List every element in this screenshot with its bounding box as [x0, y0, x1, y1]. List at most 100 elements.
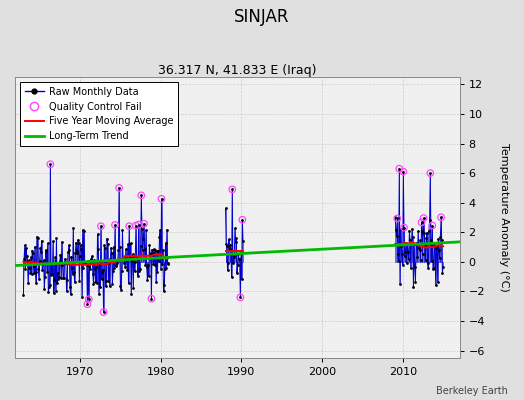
Point — [51, 254, 59, 261]
Point — [31, 269, 40, 275]
Point — [80, 228, 88, 234]
Point — [418, 228, 427, 234]
Point — [23, 258, 31, 264]
Point — [419, 215, 428, 221]
Point — [143, 277, 151, 284]
Point — [121, 260, 129, 266]
Point — [63, 277, 71, 284]
Point — [431, 282, 440, 288]
Point — [139, 236, 148, 242]
Point — [225, 236, 233, 243]
Point — [131, 258, 139, 265]
Point — [107, 250, 116, 256]
Point — [29, 263, 38, 269]
Point — [402, 240, 410, 246]
Point — [226, 242, 234, 248]
Point — [435, 254, 444, 261]
Point — [439, 264, 447, 270]
Point — [93, 231, 102, 237]
Point — [84, 296, 93, 302]
Point — [152, 248, 161, 254]
Point — [233, 262, 242, 268]
Point — [48, 260, 56, 267]
Point — [117, 287, 125, 293]
Point — [26, 269, 35, 276]
Point — [28, 247, 36, 254]
Point — [38, 266, 47, 273]
Point — [95, 260, 104, 266]
Point — [84, 258, 92, 264]
Point — [417, 257, 425, 264]
Title: 36.317 N, 41.833 E (Iraq): 36.317 N, 41.833 E (Iraq) — [158, 64, 316, 77]
Point — [34, 235, 42, 241]
Point — [88, 258, 96, 264]
Point — [227, 274, 236, 280]
Point — [223, 242, 231, 249]
Point — [433, 243, 441, 249]
Point — [150, 261, 159, 268]
Point — [391, 214, 399, 220]
Point — [27, 254, 35, 261]
Point — [90, 257, 99, 263]
Point — [416, 237, 424, 243]
Point — [132, 222, 140, 229]
Point — [423, 230, 431, 236]
Point — [101, 244, 109, 251]
Point — [37, 248, 45, 255]
Point — [55, 274, 63, 280]
Point — [124, 280, 133, 286]
Point — [414, 228, 422, 235]
Point — [411, 279, 420, 285]
Point — [156, 227, 165, 233]
Point — [110, 264, 118, 271]
Point — [422, 235, 430, 242]
Point — [222, 240, 231, 247]
Point — [413, 254, 422, 260]
Point — [126, 254, 134, 260]
Point — [237, 247, 245, 254]
Point — [117, 268, 126, 274]
Point — [151, 247, 160, 253]
Point — [147, 250, 155, 256]
Point — [159, 288, 168, 295]
Point — [235, 256, 244, 263]
Point — [232, 235, 241, 241]
Point — [397, 243, 406, 249]
Point — [93, 280, 101, 286]
Point — [233, 270, 241, 276]
Point — [25, 257, 34, 264]
Point — [399, 168, 408, 175]
Point — [398, 251, 406, 257]
Point — [128, 258, 136, 264]
Point — [419, 215, 428, 221]
Point — [428, 222, 436, 229]
Text: Berkeley Earth: Berkeley Earth — [436, 386, 508, 396]
Point — [158, 261, 167, 267]
Point — [89, 271, 97, 278]
Point — [21, 266, 30, 272]
Point — [239, 238, 247, 244]
Point — [161, 266, 169, 272]
Point — [227, 247, 235, 254]
Point — [133, 256, 141, 263]
Point — [395, 166, 403, 172]
Point — [228, 260, 237, 266]
Point — [70, 268, 78, 275]
Point — [163, 260, 172, 266]
Point — [74, 236, 82, 243]
Point — [74, 240, 83, 247]
Point — [155, 258, 163, 264]
Point — [47, 272, 55, 278]
Point — [43, 268, 51, 275]
Point — [398, 262, 407, 268]
Point — [235, 256, 243, 262]
Point — [41, 247, 50, 253]
Point — [39, 260, 47, 266]
Point — [112, 263, 120, 269]
Point — [228, 186, 236, 192]
Point — [79, 227, 87, 233]
Point — [76, 253, 84, 259]
Point — [83, 301, 92, 308]
Point — [36, 258, 44, 264]
Point — [142, 227, 150, 234]
